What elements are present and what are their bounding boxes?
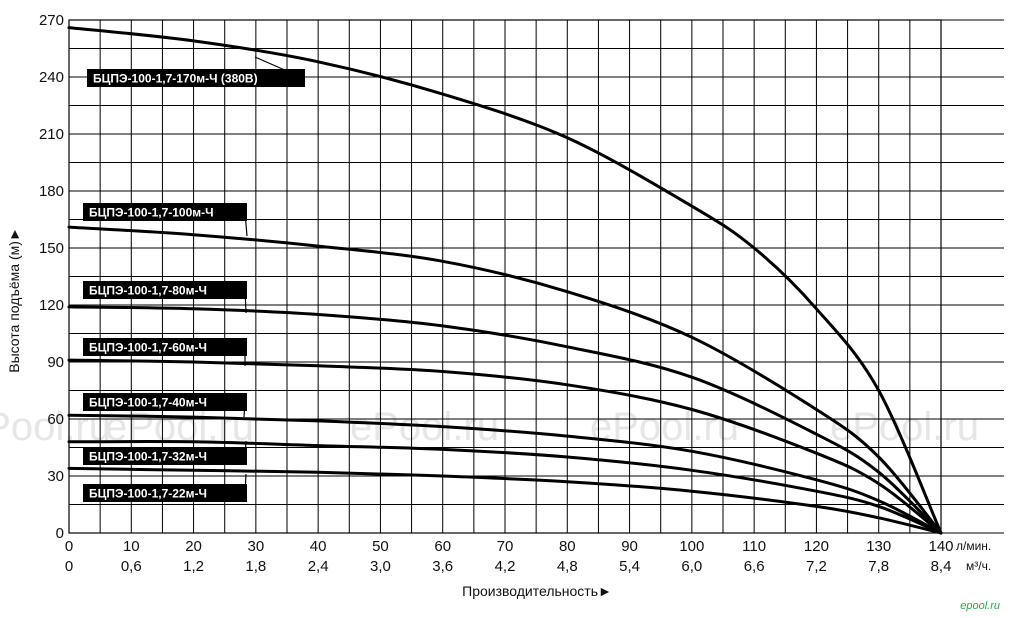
series-label-box [83, 281, 247, 299]
series-label-2: БЦПЭ-100-1,7-100м-Ч [83, 203, 248, 237]
series-label-box [87, 69, 305, 87]
series-curve-7 [67, 466, 943, 535]
x-tick-label: 0 [65, 538, 73, 555]
x-tick-label: 10 [123, 538, 140, 555]
series-label-text: БЦПЭ-100-1,7-80м-Ч [89, 284, 207, 298]
x-tick-label: 130 [866, 538, 891, 555]
x-tick-label-secondary: 5,4 [619, 558, 640, 575]
x-tick-label: 30 [248, 538, 265, 555]
series-label-text: БЦПЭ-100-1,7-60м-Ч [89, 341, 207, 355]
x-tick-label-secondary: 3,0 [370, 558, 391, 575]
series-label-text: БЦПЭ-100-1,7-32м-Ч [89, 450, 207, 464]
plot-frame [68, 19, 942, 534]
series-label-box [83, 484, 247, 502]
series-label-text: БЦПЭ-100-1,7-170м-Ч (380В) [93, 72, 258, 86]
epool-logo: epool.ru [960, 600, 1000, 612]
x-tick-label-secondary: 6,6 [744, 558, 765, 575]
x-tick-label-secondary: 6,0 [681, 558, 702, 575]
series-label-6: БЦПЭ-100-1,7-32м-Ч [83, 440, 247, 465]
series-curve-5 [67, 413, 943, 535]
curves [67, 26, 943, 535]
series-label-7: БЦПЭ-100-1,7-22м-Ч [83, 473, 247, 502]
x-tick-label: 110 [742, 538, 766, 555]
x-tick-label-secondary: 1,2 [183, 558, 204, 575]
y-tick-label: 0 [56, 525, 64, 542]
y-tick-label: 180 [39, 183, 64, 200]
x-tick-label: 80 [559, 538, 576, 555]
series-curve-2 [67, 225, 943, 535]
y-tick-label: 120 [39, 297, 64, 314]
y-axis-title: Высота подъёма (м)► [6, 227, 22, 373]
series-label-1: БЦПЭ-100-1,7-170м-Ч (380В) [87, 56, 305, 87]
x-tick-label-secondary: 1,8 [245, 558, 266, 575]
series-label-4: БЦПЭ-100-1,7-60м-Ч [83, 338, 247, 366]
x-tick-label-secondary: 7,8 [868, 558, 889, 575]
y-tick-label: 240 [39, 69, 64, 86]
x-tick-label-secondary: 7,2 [806, 558, 827, 575]
series-label-text: БЦПЭ-100-1,7-40м-Ч [89, 396, 207, 410]
x-tick-label: 20 [185, 538, 202, 555]
y-tick-label: 90 [47, 354, 64, 371]
series-label-3: БЦПЭ-100-1,7-80м-Ч [83, 281, 247, 314]
series-curve-6 [67, 440, 943, 535]
y-tick-label: 30 [47, 468, 64, 485]
series-label-box [83, 203, 247, 221]
x-tick-label: 40 [310, 538, 327, 555]
x-tick-label: 70 [497, 538, 514, 555]
x-axis-title: Производительность► [462, 583, 612, 599]
x-tick-label: 60 [434, 538, 451, 555]
x-tick-label-secondary: 4,8 [557, 558, 578, 575]
x-unit-secondary: м³/ч. [966, 559, 991, 573]
series-labels: БЦПЭ-100-1,7-170м-Ч (380В) БЦПЭ-100-1,7-1… [83, 56, 305, 502]
series-label-text: БЦПЭ-100-1,7-100м-Ч [89, 206, 214, 220]
series-label-text: БЦПЭ-100-1,7-22м-Ч [89, 487, 207, 501]
x-tick-label: 50 [372, 538, 389, 555]
x-tick-label-secondary: 8,4 [931, 558, 952, 575]
series-label-box [83, 393, 247, 411]
y-tick-label: 270 [39, 12, 64, 29]
series-label-box [83, 338, 247, 356]
x-tick-labels-secondary: 0 0,6 1,2 1,8 2,4 3,0 3,6 4,2 4,8 5,4 6,0 6,6 7,2 7,8… [65, 558, 952, 575]
series-label-5: БЦПЭ-100-1,7-40м-Ч [83, 393, 247, 418]
x-tick-label: 90 [621, 538, 638, 555]
series-curve-1 [67, 26, 943, 535]
series-label-box [83, 447, 247, 465]
x-tick-label-secondary: 0 [65, 558, 73, 575]
x-tick-label: 120 [804, 538, 829, 555]
x-tick-label-secondary: 3,6 [432, 558, 453, 575]
y-tick-labels: 0 30 60 90 120 150 180 210 240 270 [39, 12, 64, 542]
y-tick-label: 210 [39, 126, 64, 143]
series-curve-4 [67, 358, 943, 535]
watermark-text: ePool.ru [590, 405, 739, 449]
series-curve-3 [67, 305, 943, 535]
x-unit-primary: л/мин. [956, 539, 991, 553]
x-tick-label: 140 [928, 538, 953, 555]
y-tick-label: 60 [47, 411, 64, 428]
x-tick-label: 100 [679, 538, 704, 555]
x-tick-label-secondary: 4,2 [495, 558, 516, 575]
x-tick-labels: 0 10 20 30 40 50 60 70 80 90 100 110 120 130 140 [65, 538, 954, 555]
x-tick-label-secondary: 2,4 [308, 558, 329, 575]
y-tick-label: 150 [39, 240, 64, 257]
x-tick-label-secondary: 0,6 [121, 558, 142, 575]
